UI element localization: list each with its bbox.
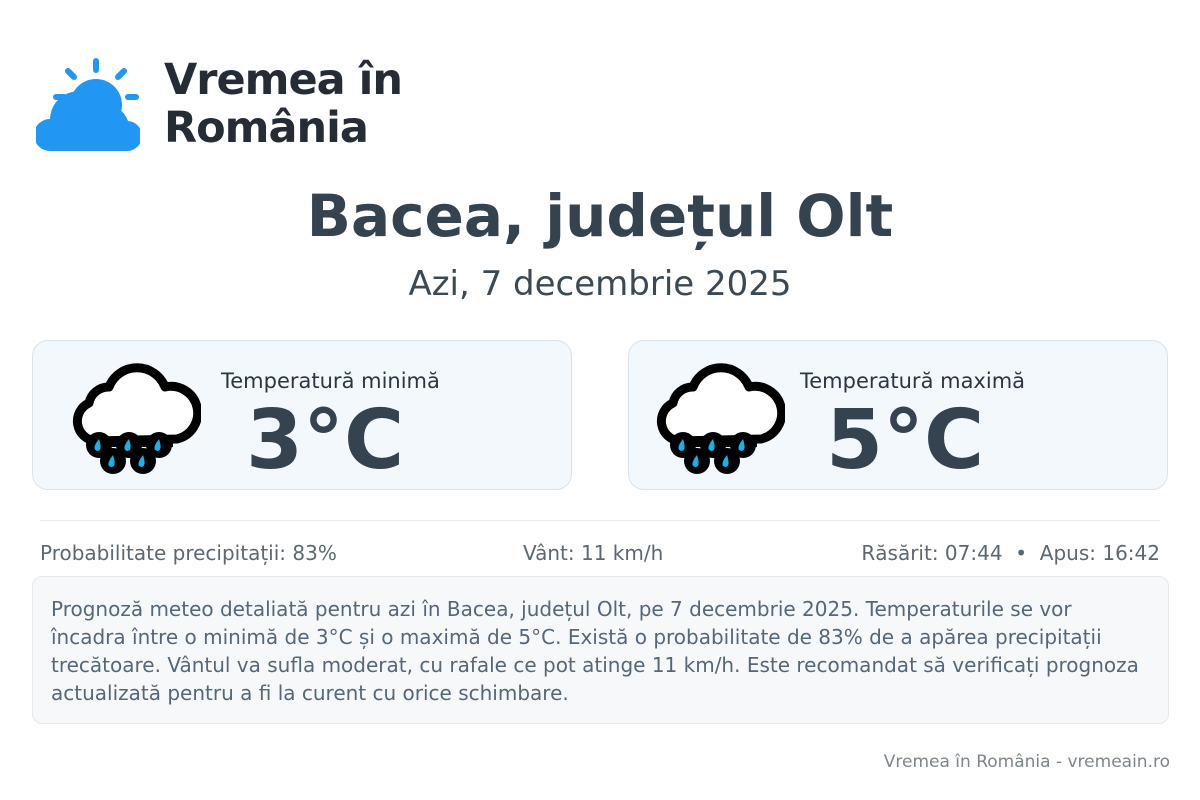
max-temp-value: 5°C	[826, 393, 985, 488]
min-temp-value: 3°C	[246, 393, 405, 488]
logo-text: Vremea în România	[164, 55, 403, 153]
min-temp-card: Temperatură minimă 3°C	[32, 340, 572, 490]
min-temp-label: Temperatură minimă	[221, 369, 440, 393]
logo-line-2: România	[164, 103, 369, 153]
page-title: Bacea, județul Olt	[306, 182, 894, 250]
forecast-description: Prognoză meteo detaliată pentru azi în B…	[32, 576, 1169, 724]
logo-line-1: Vremea în	[164, 55, 403, 105]
divider	[40, 520, 1160, 521]
max-temp-label: Temperatură maximă	[800, 369, 1026, 393]
precipitation-stat: Probabilitate precipitații: 83%	[40, 541, 337, 565]
rain-cloud-icon	[72, 363, 201, 474]
logo[interactable]: Vremea în România	[36, 55, 403, 153]
rain-cloud-icon	[656, 363, 785, 474]
max-temp-card: Temperatură maximă 5°C	[628, 340, 1168, 490]
sun-times-stat: Răsărit: 07:44 • Apus: 16:42	[861, 541, 1160, 565]
wind-stat: Vânt: 11 km/h	[523, 541, 664, 565]
page-date: Azi, 7 decembrie 2025	[408, 264, 792, 304]
footer: Vremea în România - vremeain.ro	[883, 752, 1170, 772]
sun-cloud-icon	[36, 58, 140, 152]
